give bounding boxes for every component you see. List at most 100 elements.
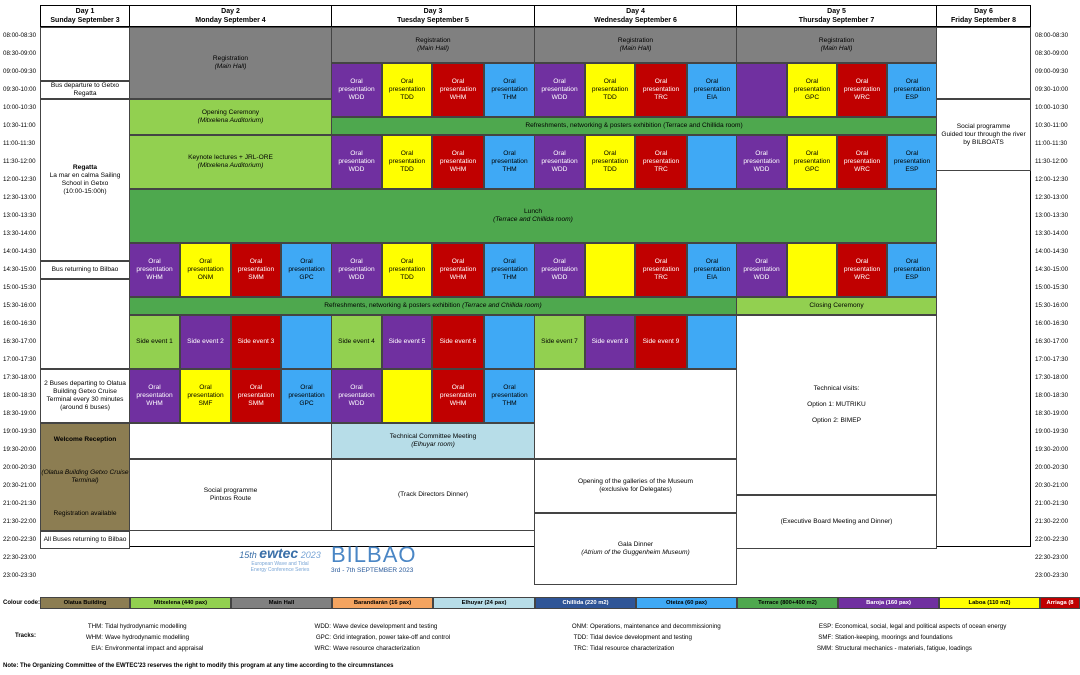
track-desc: Operations, maintenance and decommission… xyxy=(590,623,721,630)
d3-side-event-5: Side event 5 xyxy=(382,315,432,369)
time-label-right: 14:00-14:30 xyxy=(1035,248,1069,255)
d5-closing: Closing Ceremony xyxy=(736,297,937,315)
legend-item: Olatua Building xyxy=(40,597,130,609)
time-label-left: 10:00-10:30 xyxy=(3,104,37,111)
ewtec-mark: 15th ewtec 2023 European Wave and Tidal … xyxy=(239,544,321,573)
d2-registration: Registration (Main Hall) xyxy=(129,27,332,99)
legend-label: Colour code: xyxy=(3,600,40,606)
track-desc: Economical, social, legal and political … xyxy=(835,623,1007,630)
time-label-right: 21:30-22:00 xyxy=(1035,518,1069,525)
d3-oral-wdd-3: Oral presentation WDD xyxy=(331,243,382,297)
time-label-left: 22:00-22:30 xyxy=(3,536,37,543)
d3-yellow-empty xyxy=(382,369,432,423)
d3-oral-wdd: Oral presentation WDD xyxy=(331,63,382,117)
d3-side-event-4: Side event 4 xyxy=(331,315,382,369)
d2-side-event-3: Side event 3 xyxy=(231,315,281,369)
d4-oral-trc-2: Oral presentation TRC xyxy=(635,135,687,189)
d1-empty-morning xyxy=(40,27,130,81)
d5-oral-esp-2: Oral presentation ESP xyxy=(887,135,937,189)
d3-oral-whm-2: Oral presentation WHM xyxy=(432,135,484,189)
time-label-right: 17:00-17:30 xyxy=(1035,356,1069,363)
d2-oral-gpc: Oral presentation GPC xyxy=(281,243,332,297)
d4-gala-dinner: Gala Dinner (Atrium of the Guggenheim Mus… xyxy=(534,513,737,585)
track-desc: Station-keeping, moorings and foundation… xyxy=(835,634,953,641)
footer-note: Note: The Organizing Committee of the EW… xyxy=(3,663,394,669)
track-code: THM: xyxy=(87,623,103,630)
d3-side-event-6: Side event 6 xyxy=(432,315,484,369)
d4-oral-tdd-2: Oral presentation TDD xyxy=(585,135,635,189)
time-label-right: 22:00-22:30 xyxy=(1035,536,1069,543)
d4-empty-evening xyxy=(534,369,737,459)
time-label-left: 14:00-14:30 xyxy=(3,248,37,255)
time-label-left: 15:30-16:00 xyxy=(3,302,37,309)
d2-oral-whm-2: Oral presentation WHM xyxy=(129,369,180,423)
d4-oral-eia-2: Oral presentation EIA xyxy=(687,243,737,297)
time-label-right: 21:00-21:30 xyxy=(1035,500,1069,507)
time-label-left: 17:00-17:30 xyxy=(3,356,37,363)
d3-tcm: Technical Committee Meeting (Elhuyar room… xyxy=(331,423,535,459)
time-label-left: 16:00-16:30 xyxy=(3,320,37,327)
d2-oral-smm: Oral presentation SMM xyxy=(231,243,281,297)
day-header-6: Day 6 Friday September 8 xyxy=(936,5,1031,27)
time-label-left: 13:30-14:00 xyxy=(3,230,37,237)
track-desc: Tidal hydrodynamic modelling xyxy=(105,623,187,630)
d2-opening: Opening Ceremony (Mitxelena Auditorium) xyxy=(129,99,332,135)
track-code: TRC: xyxy=(573,645,588,652)
tracks-label: Tracks: xyxy=(14,633,36,639)
time-label-left: 18:00-18:30 xyxy=(3,392,37,399)
time-label-right: 14:30-15:00 xyxy=(1035,266,1069,273)
time-label-left: 11:30-12:00 xyxy=(3,158,36,165)
d4-registration: Registration (Main Hall) xyxy=(534,27,737,63)
legend-item: Laboa (110 m2) xyxy=(939,597,1040,609)
d5-oral-gpc: Oral presentation GPC xyxy=(787,63,837,117)
d4-yellow-empty xyxy=(585,243,635,297)
d2-side-event-1: Side event 1 xyxy=(129,315,180,369)
d5-yellow-empty xyxy=(787,243,837,297)
d3-oral-thm-4: Oral presentation THM xyxy=(484,369,535,423)
d4-oral-wdd-3: Oral presentation WDD xyxy=(534,243,585,297)
d2-oral-whm: Oral presentation WHM xyxy=(129,243,180,297)
d3-oral-whm: Oral presentation WHM xyxy=(432,63,484,117)
d4-side-empty xyxy=(687,315,737,369)
time-label-right: 09:30-10:00 xyxy=(1035,86,1069,93)
day-header-5: Day 5 Thursday September 7 xyxy=(736,5,937,27)
d5-exec-board: (Executive Board Meeting and Dinner) xyxy=(736,495,937,549)
d4-opening-galleries: Opening of the galleries of the Museum (e… xyxy=(534,459,737,513)
time-label-right: 10:00-10:30 xyxy=(1035,104,1069,111)
time-label-right: 10:30-11:00 xyxy=(1035,122,1068,129)
track-code: EIA: xyxy=(91,645,103,652)
d4-side-event-8: Side event 8 xyxy=(585,315,635,369)
time-label-left: 18:30-19:00 xyxy=(3,410,37,417)
d3-oral-whm-3: Oral presentation WHM xyxy=(432,243,484,297)
ewtec-logo: 15th ewtec 2023 European Wave and Tidal … xyxy=(235,536,465,581)
d4-side-event-9: Side event 9 xyxy=(635,315,687,369)
time-label-left: 23:00-23:30 xyxy=(3,572,37,579)
d5-oral-esp: Oral presentation ESP xyxy=(887,63,937,117)
time-label-left: 12:00-12:30 xyxy=(3,176,37,183)
d2-oral-onm: Oral presentation ONM xyxy=(180,243,231,297)
d3-oral-thm-2: Oral presentation THM xyxy=(484,135,535,189)
time-label-left: 22:30-23:00 xyxy=(3,554,37,561)
time-label-right: 12:30-13:00 xyxy=(1035,194,1069,201)
track-code: TDD: xyxy=(573,634,588,641)
legend-item: Oteiza (60 pax) xyxy=(636,597,737,609)
d2-side-empty xyxy=(281,315,332,369)
track-desc: Tidal resource characterization xyxy=(590,645,675,652)
time-label-left: 15:00-15:30 xyxy=(3,284,37,291)
legend-item: Arriaga (8 xyxy=(1040,597,1080,609)
d2-side-event-2: Side event 2 xyxy=(180,315,231,369)
day-header-1: Day 1 Sunday September 3 xyxy=(40,5,130,27)
track-desc: Grid integration, power take-off and con… xyxy=(333,634,451,641)
track-desc: Wave device development and testing xyxy=(333,623,438,630)
time-label-left: 14:30-15:00 xyxy=(3,266,37,273)
legend-item: Chillida (220 m2) xyxy=(535,597,636,609)
time-label-right: 16:30-17:00 xyxy=(1035,338,1069,345)
d4-oral-trc-3: Oral presentation TRC xyxy=(635,243,687,297)
d3-side-empty xyxy=(484,315,535,369)
d3-oral-wdd-4: Oral presentation WDD xyxy=(331,369,382,423)
track-code: WRC: xyxy=(314,645,332,652)
time-label-right: 19:00-19:30 xyxy=(1035,428,1069,435)
track-desc: Wave hydrodynamic modelling xyxy=(105,634,190,641)
d5-technical-visits: Technical visits: Option 1: MUTRIKU Opti… xyxy=(736,315,937,495)
time-label-right: 23:00-23:30 xyxy=(1035,572,1069,579)
